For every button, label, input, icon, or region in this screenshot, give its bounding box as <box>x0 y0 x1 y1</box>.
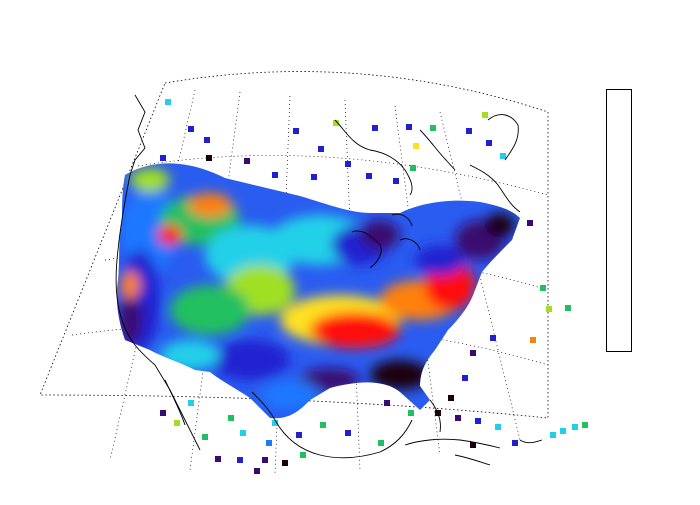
station-points <box>160 99 588 474</box>
colorbar <box>606 89 632 352</box>
tec-heatmap <box>116 163 520 419</box>
map-frame <box>39 71 549 419</box>
coastlines <box>115 94 543 466</box>
